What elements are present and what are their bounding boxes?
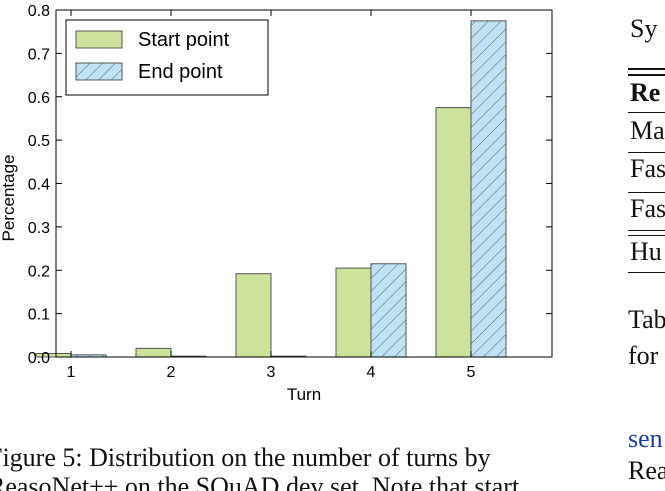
start-point-bar-turn-3 [236, 273, 271, 357]
x-tick-label: 1 [67, 364, 76, 381]
start-point-bar-turn-4 [336, 268, 371, 357]
y-tick-label: 0.8 [28, 3, 50, 20]
end-point-bar-hatch-turn-1 [71, 354, 106, 357]
table-rule [628, 152, 665, 153]
side-table: Sy Re Ma Fas Fas Hu [620, 0, 665, 300]
y-tick-label: 0.4 [28, 177, 50, 194]
y-tick-label: 0.1 [28, 307, 50, 324]
y-tick-label: 0.0 [28, 350, 50, 367]
legend: Start point End point [65, 19, 269, 96]
bar-chart: 0.0 0.1 0.2 0.3 0.4 0.5 0.6 0.7 0.8 1 2 3 4 5 Start p… [0, 3, 553, 404]
bars-group [35, 20, 507, 358]
table-rule [628, 272, 665, 273]
x-tick-label: 4 [367, 364, 376, 381]
caption-line: ReasoNet++ on the SQuAD dev set. Note th… [0, 472, 520, 491]
legend-swatch-hatch [76, 63, 122, 80]
side-text-line: Tab [628, 305, 665, 334]
start-point-bar-turn-2 [136, 348, 171, 357]
figure-caption: Figure 5: Distribution on the number of … [0, 443, 600, 491]
table-cell: Re [630, 78, 661, 107]
legend-swatch-outline [75, 62, 123, 81]
y-tick-label: 0.2 [28, 263, 50, 280]
table-rule [628, 74, 665, 76]
side-text-line: Rea [628, 456, 665, 485]
side-text-line: for [628, 341, 659, 370]
legend-swatch-outline [75, 30, 123, 49]
caption-line: Figure 5: Distribution on the number of … [0, 443, 491, 472]
table-cell: Fas [630, 194, 665, 223]
x-tick-label: 2 [167, 364, 176, 381]
table-rule [628, 230, 665, 231]
y-axis-label: Percentage [0, 155, 18, 242]
table-cell: Ma [630, 116, 665, 145]
table-rule [628, 192, 665, 193]
axis-ticks: 0.0 0.1 0.2 0.3 0.4 0.5 0.6 0.7 0.8 1 2 3 4 5 [28, 3, 552, 381]
side-text-link: sen [628, 424, 663, 453]
y-tick-label: 0.3 [28, 220, 50, 237]
start-point-bar-turn-1 [36, 353, 71, 357]
x-tick-label: 3 [267, 364, 276, 381]
table-heading: Sy [630, 14, 658, 43]
y-tick-label: 0.7 [28, 46, 50, 63]
start-point-bar-turn-5 [436, 107, 471, 357]
end-point-bar-hatch-turn-4 [371, 263, 406, 357]
end-point-bar-hatch-turn-5 [471, 20, 506, 357]
table-rule [628, 68, 665, 70]
x-axis-label: Turn [287, 385, 321, 404]
x-tick-label: 5 [467, 364, 476, 381]
legend-label: End point [138, 61, 223, 83]
y-tick-label: 0.5 [28, 133, 50, 150]
table-cell: Hu [630, 237, 662, 266]
table-rule [628, 112, 665, 113]
table-rule [628, 235, 665, 236]
legend-label: Start point [138, 29, 230, 51]
legend-swatch [76, 31, 122, 48]
table-cell: Fas [630, 154, 665, 183]
y-tick-label: 0.6 [28, 90, 50, 107]
